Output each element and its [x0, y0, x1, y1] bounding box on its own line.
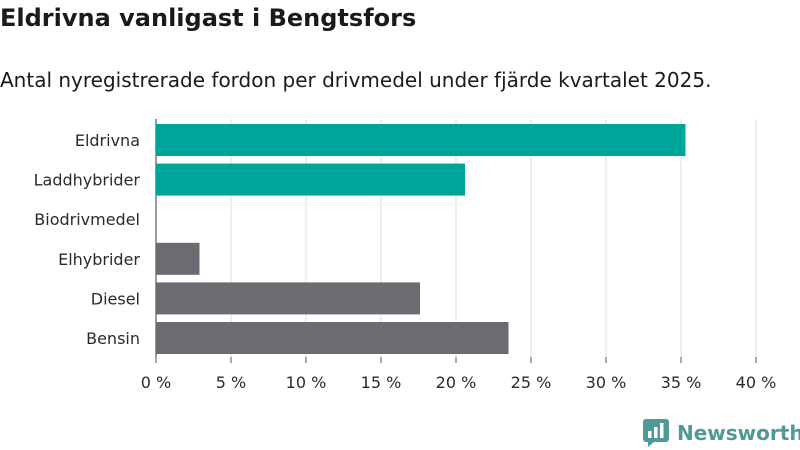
grid-lines	[155, 119, 757, 357]
brand-logo: Newsworthy	[643, 419, 800, 447]
bars	[156, 124, 686, 354]
x-tick-label: 35 %	[661, 373, 702, 392]
x-tick-label: 40 %	[736, 373, 777, 392]
bar	[156, 322, 509, 354]
x-tick-label: 30 %	[586, 373, 627, 392]
x-tick-label: 10 %	[286, 373, 327, 392]
bar	[156, 282, 420, 315]
category-label: Bensin	[86, 329, 140, 348]
category-label: Eldrivna	[75, 131, 140, 150]
x-axis-ticks: 0 % 5 % 10 % 15 % 20 % 25 % 30 % 35 % 40 %	[141, 357, 777, 392]
x-tick-label: 0 %	[141, 373, 171, 392]
x-tick-label: 25 %	[511, 373, 552, 392]
bar	[156, 242, 200, 275]
brand-name: Newsworthy	[677, 421, 800, 445]
x-tick-label: 5 %	[216, 373, 246, 392]
chart-title: Eldrivna vanligast i Bengtsfors	[0, 4, 417, 32]
category-label: Elhybrider	[58, 250, 140, 269]
bar	[156, 124, 686, 156]
bar	[156, 163, 465, 196]
category-labels: Eldrivna Laddhybrider Biodrivmedel Elhybrid…	[34, 131, 141, 348]
x-tick-label: 15 %	[361, 373, 402, 392]
newsworthy-bar-chart-icon	[643, 419, 669, 447]
x-tick-label: 20 %	[436, 373, 477, 392]
category-label: Diesel	[91, 289, 140, 308]
category-label: Laddhybrider	[34, 171, 141, 190]
category-label: Biodrivmedel	[34, 210, 140, 229]
chart-subtitle: Antal nyregistrerade fordon per drivmede…	[0, 68, 712, 92]
